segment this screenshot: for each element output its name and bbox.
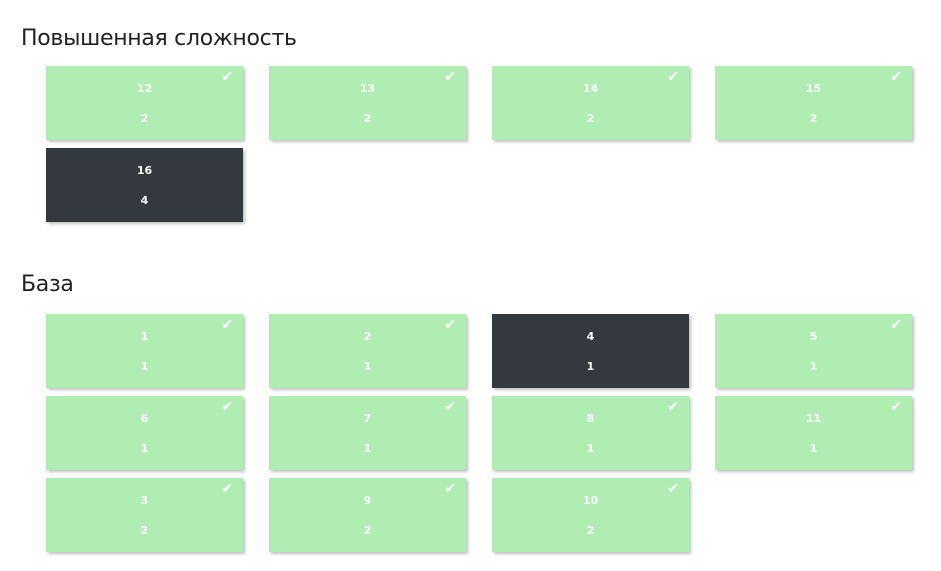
task-points: 2 — [140, 112, 149, 125]
check-icon: ✔ — [444, 317, 456, 333]
check-icon: ✔ — [890, 69, 902, 85]
task-card[interactable]: 4 1 — [492, 314, 689, 388]
task-card[interactable]: 3 2 ✔ — [46, 478, 243, 552]
task-number: 10 — [582, 494, 599, 507]
task-card[interactable]: 13 2 ✔ — [269, 66, 466, 140]
task-number: 1 — [140, 330, 149, 343]
task-points: 1 — [363, 360, 372, 373]
check-icon: ✔ — [221, 69, 233, 85]
check-icon: ✔ — [444, 399, 456, 415]
task-points: 2 — [363, 524, 372, 537]
check-icon: ✔ — [667, 481, 679, 497]
task-points: 1 — [586, 442, 595, 455]
task-number: 13 — [359, 82, 376, 95]
check-icon: ✔ — [221, 481, 233, 497]
task-card[interactable]: 15 2 ✔ — [715, 66, 912, 140]
task-grid-advanced: 12 2 ✔ 13 2 ✔ 14 2 ✔ 15 2 ✔ 16 4 — [46, 66, 912, 222]
task-points: 1 — [809, 360, 818, 373]
task-points: 1 — [363, 442, 372, 455]
task-points: 2 — [809, 112, 818, 125]
task-points: 2 — [586, 524, 595, 537]
task-card[interactable]: 1 1 ✔ — [46, 314, 243, 388]
task-points: 2 — [140, 524, 149, 537]
check-icon: ✔ — [444, 69, 456, 85]
task-number: 5 — [809, 330, 818, 343]
task-card[interactable]: 14 2 ✔ — [492, 66, 689, 140]
task-grid-base: 1 1 ✔ 2 1 ✔ 4 1 5 1 ✔ 6 1 ✔ 7 1 ✔ 8 1 ✔ 11 1 ✔ 3 2 ✔ 9 2 ✔… — [46, 314, 912, 552]
task-number: 2 — [363, 330, 372, 343]
task-number: 16 — [136, 164, 153, 177]
task-number: 15 — [805, 82, 822, 95]
task-number: 3 — [140, 494, 149, 507]
task-card[interactable]: 10 2 ✔ — [492, 478, 689, 552]
task-points: 4 — [140, 194, 149, 207]
task-card[interactable]: 9 2 ✔ — [269, 478, 466, 552]
check-icon: ✔ — [221, 317, 233, 333]
task-points: 1 — [586, 360, 595, 373]
task-card[interactable]: 8 1 ✔ — [492, 396, 689, 470]
section-title: Повышенная сложность — [21, 26, 297, 51]
task-number: 9 — [363, 494, 372, 507]
check-icon: ✔ — [890, 317, 902, 333]
task-number: 12 — [136, 82, 153, 95]
task-card[interactable]: 16 4 — [46, 148, 243, 222]
task-card[interactable]: 12 2 ✔ — [46, 66, 243, 140]
task-card[interactable]: 5 1 ✔ — [715, 314, 912, 388]
task-points: 2 — [363, 112, 372, 125]
task-number: 4 — [586, 330, 595, 343]
task-points: 1 — [140, 360, 149, 373]
task-points: 1 — [809, 442, 818, 455]
task-card[interactable]: 11 1 ✔ — [715, 396, 912, 470]
task-card[interactable]: 2 1 ✔ — [269, 314, 466, 388]
task-card[interactable]: 7 1 ✔ — [269, 396, 466, 470]
task-number: 6 — [140, 412, 149, 425]
task-number: 7 — [363, 412, 372, 425]
check-icon: ✔ — [890, 399, 902, 415]
check-icon: ✔ — [221, 399, 233, 415]
task-card[interactable]: 6 1 ✔ — [46, 396, 243, 470]
check-icon: ✔ — [444, 481, 456, 497]
check-icon: ✔ — [667, 399, 679, 415]
task-number: 14 — [582, 82, 599, 95]
task-points: 2 — [586, 112, 595, 125]
check-icon: ✔ — [667, 69, 679, 85]
task-number: 11 — [805, 412, 822, 425]
task-points: 1 — [140, 442, 149, 455]
section-title: База — [21, 272, 74, 297]
task-number: 8 — [586, 412, 595, 425]
